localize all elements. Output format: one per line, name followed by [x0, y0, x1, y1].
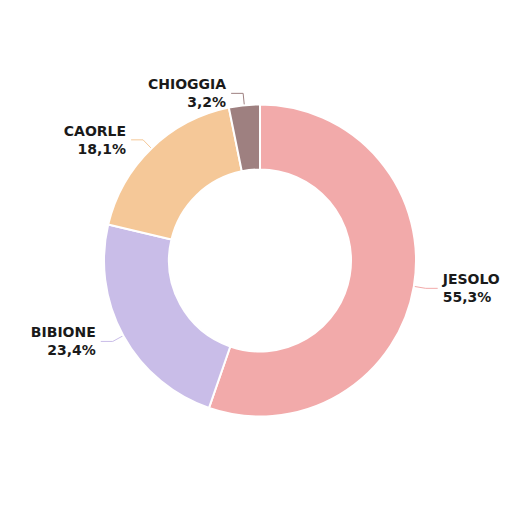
svg-text:23,4%: 23,4%: [47, 342, 96, 358]
svg-text:BIBIONE: BIBIONE: [31, 324, 96, 340]
svg-text:CHIOGGIA: CHIOGGIA: [148, 76, 226, 92]
svg-text:CAORLE: CAORLE: [64, 123, 126, 139]
svg-text:3,2%: 3,2%: [187, 94, 226, 110]
svg-text:JESOLO: JESOLO: [442, 271, 500, 287]
svg-text:55,3%: 55,3%: [443, 289, 492, 305]
svg-text:18,1%: 18,1%: [78, 141, 127, 157]
